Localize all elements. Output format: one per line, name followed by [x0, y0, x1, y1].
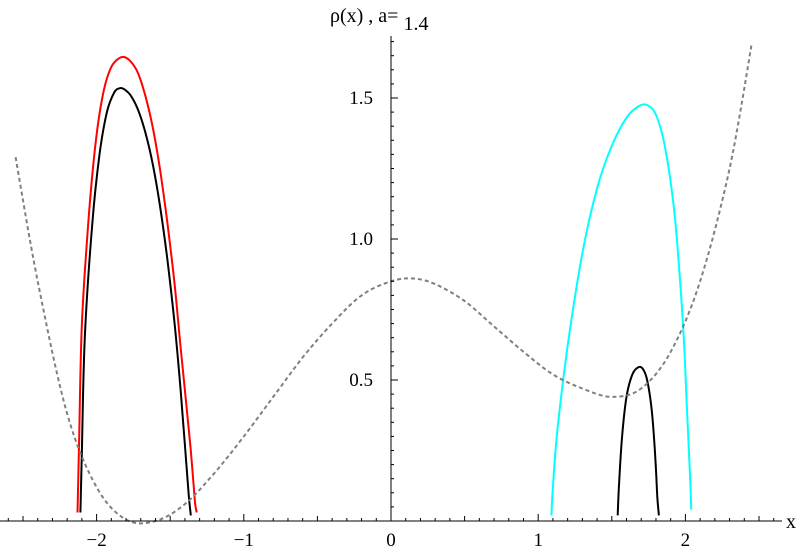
y-tick-label: 1.0: [349, 229, 373, 250]
x-ticks: −2 −1 0 1 2: [7, 514, 775, 551]
chart-title-main: ρ(x) , a=: [330, 5, 398, 27]
x-tick-label: 1: [533, 530, 543, 551]
chart-title: ρ(x) , a= 1.4: [330, 5, 428, 35]
chart-title-value: 1.4: [403, 13, 428, 35]
x-tick-label: −2: [86, 530, 106, 551]
x-tick-label: 2: [681, 530, 691, 551]
x-tick-label: 0: [386, 530, 396, 551]
x-axis-label: x: [786, 511, 796, 533]
y-ticks: 0.5 1.0 1.5: [349, 41, 398, 508]
y-tick-label: 1.5: [349, 88, 373, 109]
series-line-2: [79, 86, 192, 516]
curves-layer: [14, 44, 753, 525]
series-line-1: [76, 55, 198, 513]
x-tick-label: −1: [234, 530, 254, 551]
series-line-4: [616, 365, 660, 516]
series-line-5: [14, 44, 753, 525]
series-line-3: [550, 103, 693, 516]
y-tick-label: 0.5: [349, 370, 373, 391]
